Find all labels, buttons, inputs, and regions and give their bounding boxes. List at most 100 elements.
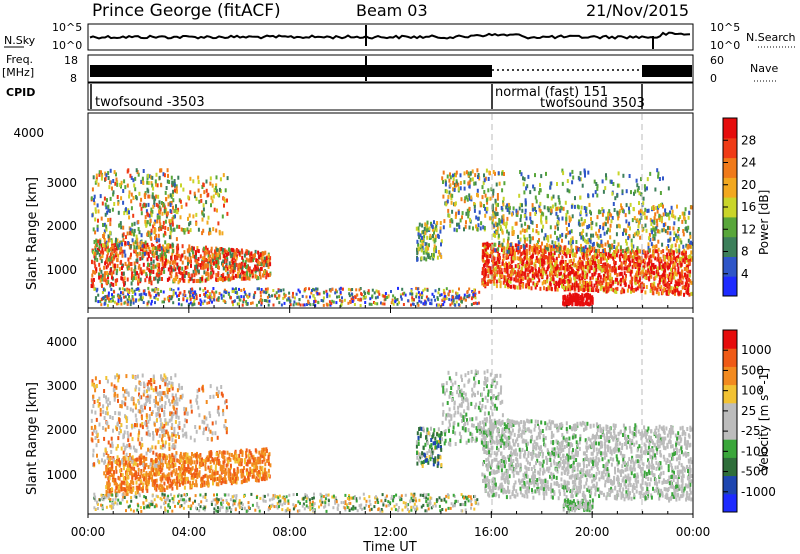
- range-gate-cell: [496, 193, 499, 197]
- range-gate-cell: [380, 301, 382, 305]
- range-gate-cell: [503, 246, 506, 251]
- range-gate-cell: [669, 260, 672, 265]
- range-gate-cell: [523, 190, 526, 195]
- range-gate-cell: [217, 271, 220, 276]
- range-gate-cell: [277, 296, 280, 300]
- range-gate-cell: [651, 219, 654, 224]
- range-gate-cell: [371, 288, 374, 292]
- range-gate-cell: [455, 300, 458, 304]
- range-gate-cell: [635, 287, 638, 292]
- range-gate-cell: [581, 293, 584, 298]
- range-gate-cell: [93, 201, 96, 206]
- range-gate-cell: [589, 297, 592, 302]
- range-gate-cell: [224, 264, 227, 269]
- range-gate-cell: [412, 298, 415, 302]
- range-gate-cell: [483, 173, 485, 178]
- range-gate-cell: [188, 213, 191, 218]
- range-gate-cell: [219, 177, 222, 182]
- range-gate-cell: [157, 245, 160, 250]
- range-gate-cell: [688, 277, 690, 282]
- range-gate-cell: [145, 274, 148, 279]
- range-gate-cell: [449, 303, 452, 307]
- range-gate-cell: [267, 273, 270, 278]
- range-gate-cell: [604, 266, 607, 271]
- range-gate-cell: [210, 271, 213, 276]
- range-gate-cell: [484, 176, 487, 181]
- range-gate-cell: [575, 296, 578, 300]
- range-gate-cell: [189, 294, 192, 298]
- range-gate-cell: [168, 276, 171, 281]
- range-gate-cell: [503, 222, 506, 227]
- range-gate-cell: [444, 189, 447, 194]
- range-gate-cell: [523, 245, 526, 250]
- range-gate-cell: [437, 297, 439, 301]
- range-gate-cell: [658, 218, 661, 222]
- range-gate-cell: [216, 298, 219, 302]
- range-gate-cell: [505, 281, 508, 286]
- range-gate-cell: [681, 270, 684, 275]
- range-gate-cell: [94, 299, 97, 303]
- range-gate-cell: [170, 287, 173, 291]
- range-gate-cell: [496, 196, 499, 201]
- range-gate-cell: [308, 287, 311, 291]
- range-gate-cell: [527, 268, 530, 273]
- range-gate-cell: [167, 267, 170, 272]
- range-gate-cell: [552, 254, 555, 258]
- range-gate-cell: [657, 253, 660, 258]
- range-gate-cell: [461, 215, 463, 220]
- range-gate-cell: [107, 171, 110, 176]
- range-gate-cell: [644, 290, 647, 295]
- range-gate-cell: [683, 272, 686, 277]
- range-gate-cell: [106, 254, 109, 259]
- range-gate-cell: [642, 249, 645, 254]
- range-gate-cell: [579, 177, 582, 182]
- range-gate-cell: [575, 281, 578, 286]
- range-gate-cell: [650, 270, 653, 275]
- range-gate-cell: [138, 293, 141, 297]
- range-gate-cell: [644, 223, 647, 228]
- range-gate-cell: [129, 303, 132, 307]
- nsky-label: N.Sky: [4, 34, 36, 47]
- range-gate-cell: [526, 237, 529, 242]
- range-gate-cell: [121, 249, 124, 254]
- range-gate-cell: [152, 186, 155, 191]
- range-gate-cell: [498, 278, 501, 283]
- range-gate-cell: [375, 289, 378, 293]
- range-gate-cell: [558, 246, 561, 251]
- range-gate-cell: [385, 296, 388, 299]
- range-gate-cell: [516, 243, 519, 248]
- range-gate-cell: [127, 241, 130, 245]
- range-gate-cell: [662, 212, 665, 217]
- range-gate-cell: [180, 227, 183, 232]
- range-gate-cell: [627, 249, 629, 254]
- range-gate-cell: [635, 178, 638, 183]
- range-gate-cell: [136, 258, 139, 263]
- range-gate-cell: [121, 291, 124, 295]
- range-gate-cell: [646, 209, 649, 213]
- range-gate-cell: [663, 223, 665, 228]
- range-gate-cell: [506, 273, 509, 278]
- range-gate-cell: [249, 270, 252, 275]
- range-gate-cell: [479, 201, 482, 206]
- range-gate-cell: [666, 252, 669, 257]
- range-gate-cell: [376, 302, 379, 306]
- range-gate-cell: [651, 282, 654, 287]
- range-gate-cell: [510, 273, 512, 278]
- range-gate-cell: [497, 171, 500, 176]
- range-gate-cell: [620, 262, 623, 267]
- range-gate-cell: [222, 266, 225, 271]
- range-gate-cell: [477, 223, 480, 228]
- range-gate-cell: [446, 174, 449, 179]
- range-gate-cell: [679, 274, 681, 279]
- freq-label-1: Freq.: [6, 53, 33, 66]
- range-gate-cell: [588, 244, 591, 249]
- range-gate-cell: [450, 218, 453, 222]
- range-gate-cell: [133, 289, 136, 293]
- range-gate-cell: [586, 265, 589, 270]
- range-gate-cell: [460, 299, 463, 303]
- range-gate-cell: [554, 266, 557, 271]
- range-gate-cell: [360, 293, 363, 297]
- range-gate-cell: [574, 278, 577, 283]
- range-gate-cell: [623, 266, 626, 271]
- range-gate-cell: [134, 247, 137, 252]
